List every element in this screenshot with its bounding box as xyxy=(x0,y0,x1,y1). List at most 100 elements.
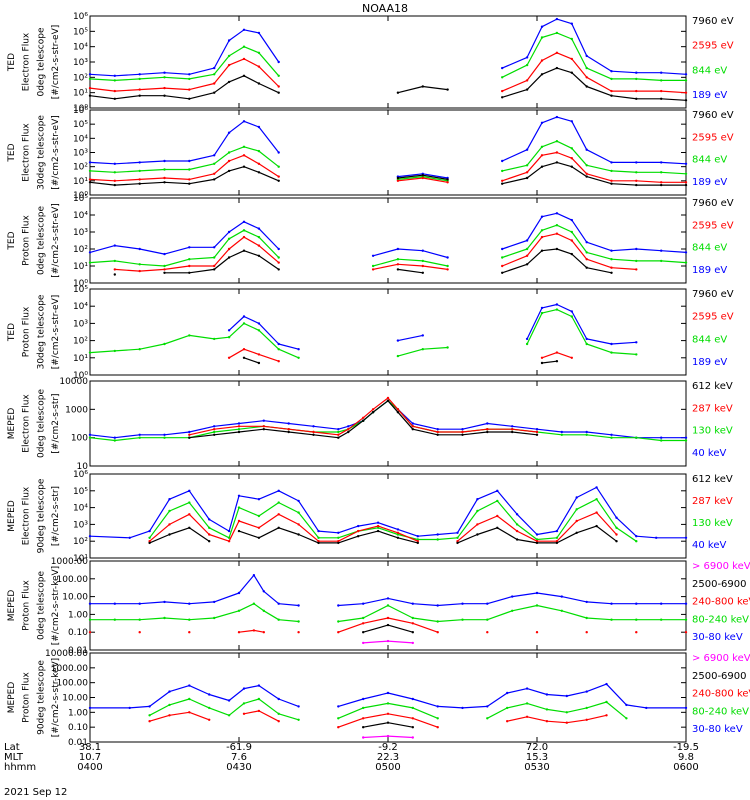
series-point xyxy=(213,66,216,70)
series-line xyxy=(149,525,617,544)
series-point xyxy=(163,86,166,90)
series-point xyxy=(585,85,588,88)
legend-item: 612 keV xyxy=(692,381,733,392)
series-point xyxy=(386,399,390,402)
series-point xyxy=(461,430,464,434)
series-point xyxy=(163,176,166,180)
series-point xyxy=(337,433,340,436)
series-point xyxy=(525,702,529,705)
y-axis-label: 90deg telescope xyxy=(36,478,46,553)
series-point xyxy=(511,430,514,434)
series-point xyxy=(277,602,280,605)
panel-1: 10⁰ 10¹ 10² 10³ 10⁴ 10⁵ 10⁶ TED Electron Flux 0de… xyxy=(7,12,734,114)
y-tick-label: 10³ xyxy=(73,149,88,159)
series-point xyxy=(506,720,509,723)
series-point xyxy=(362,622,365,625)
series-point xyxy=(421,176,424,180)
series-point xyxy=(88,535,92,538)
series-point xyxy=(188,433,191,436)
series-point xyxy=(540,306,544,310)
series-point xyxy=(456,541,459,545)
series-point xyxy=(163,271,166,274)
series-point xyxy=(337,540,340,543)
series-point xyxy=(208,540,211,543)
series-point xyxy=(213,430,216,434)
y-tick-label: 0.01 xyxy=(68,738,88,748)
series-point xyxy=(371,411,375,414)
series-point xyxy=(421,348,424,351)
series-point xyxy=(411,425,414,428)
series-point xyxy=(257,162,261,165)
y-axis-label: Electron Flux xyxy=(22,394,32,453)
series-point xyxy=(660,602,663,605)
series-point xyxy=(585,175,588,178)
series-point xyxy=(585,690,588,693)
series-point xyxy=(436,620,439,623)
series-point xyxy=(396,91,400,94)
legend-item: 2500-6900 xyxy=(692,579,747,590)
series-point xyxy=(213,337,216,341)
series-point xyxy=(655,536,658,539)
series-point xyxy=(555,31,559,35)
series-point xyxy=(113,268,117,271)
series-point xyxy=(525,342,529,346)
series-point xyxy=(635,602,638,605)
series-point xyxy=(213,268,216,271)
series-point xyxy=(660,618,663,621)
series-point xyxy=(242,154,246,157)
y-tick-label: 10² xyxy=(73,337,88,347)
series-point xyxy=(575,496,578,499)
series-point xyxy=(113,436,117,439)
series-point xyxy=(237,519,241,523)
series-point xyxy=(525,164,529,167)
series-point xyxy=(386,639,390,643)
series-point xyxy=(88,436,92,439)
series-point xyxy=(386,623,390,627)
footer-value: 7.6 xyxy=(231,752,247,763)
series-point xyxy=(257,684,261,687)
series-point xyxy=(188,168,191,171)
series-point xyxy=(411,736,414,739)
series-point xyxy=(168,714,171,717)
series-point xyxy=(163,342,166,346)
series-point xyxy=(605,714,608,717)
series-line xyxy=(89,116,687,179)
series-point xyxy=(635,341,638,344)
series-point xyxy=(610,342,613,346)
series-point xyxy=(297,705,300,708)
series-point xyxy=(660,259,663,263)
series-point xyxy=(635,259,638,263)
series-point xyxy=(436,717,439,720)
series-point xyxy=(496,499,499,503)
y-axis-label: 90deg telescope xyxy=(36,660,46,735)
series-point xyxy=(138,433,141,436)
series-point xyxy=(213,246,216,249)
series-point xyxy=(525,63,529,67)
series-point xyxy=(446,346,449,349)
series-point xyxy=(208,718,211,721)
figure-title: NOAA18 xyxy=(362,2,408,15)
panels: 10⁰ 10¹ 10² 10³ 10⁴ 10⁵ 10⁶ TED Electron Flux 0de… xyxy=(7,12,750,748)
series-point xyxy=(486,428,489,431)
footer-value: -9.2 xyxy=(378,742,398,753)
series-point xyxy=(297,620,300,623)
legend-item: 2595 eV xyxy=(692,312,734,323)
series-point xyxy=(585,258,588,261)
series-point xyxy=(635,535,638,538)
series-point xyxy=(362,697,365,701)
series-point xyxy=(88,178,92,181)
series-point xyxy=(227,356,231,359)
y-axis-label: [#/cm2-s-str] xyxy=(51,393,61,453)
series-point xyxy=(237,425,241,428)
series-point xyxy=(138,77,141,81)
series-point xyxy=(684,602,688,605)
series-point xyxy=(188,430,191,434)
series-line xyxy=(89,224,687,267)
series-point xyxy=(88,73,92,76)
series-point xyxy=(88,251,92,254)
y-tick-label: 1.00 xyxy=(68,708,88,718)
legend-item: 2595 eV xyxy=(692,132,734,143)
series-point xyxy=(575,531,578,534)
footer-value: 9.8 xyxy=(678,752,694,763)
